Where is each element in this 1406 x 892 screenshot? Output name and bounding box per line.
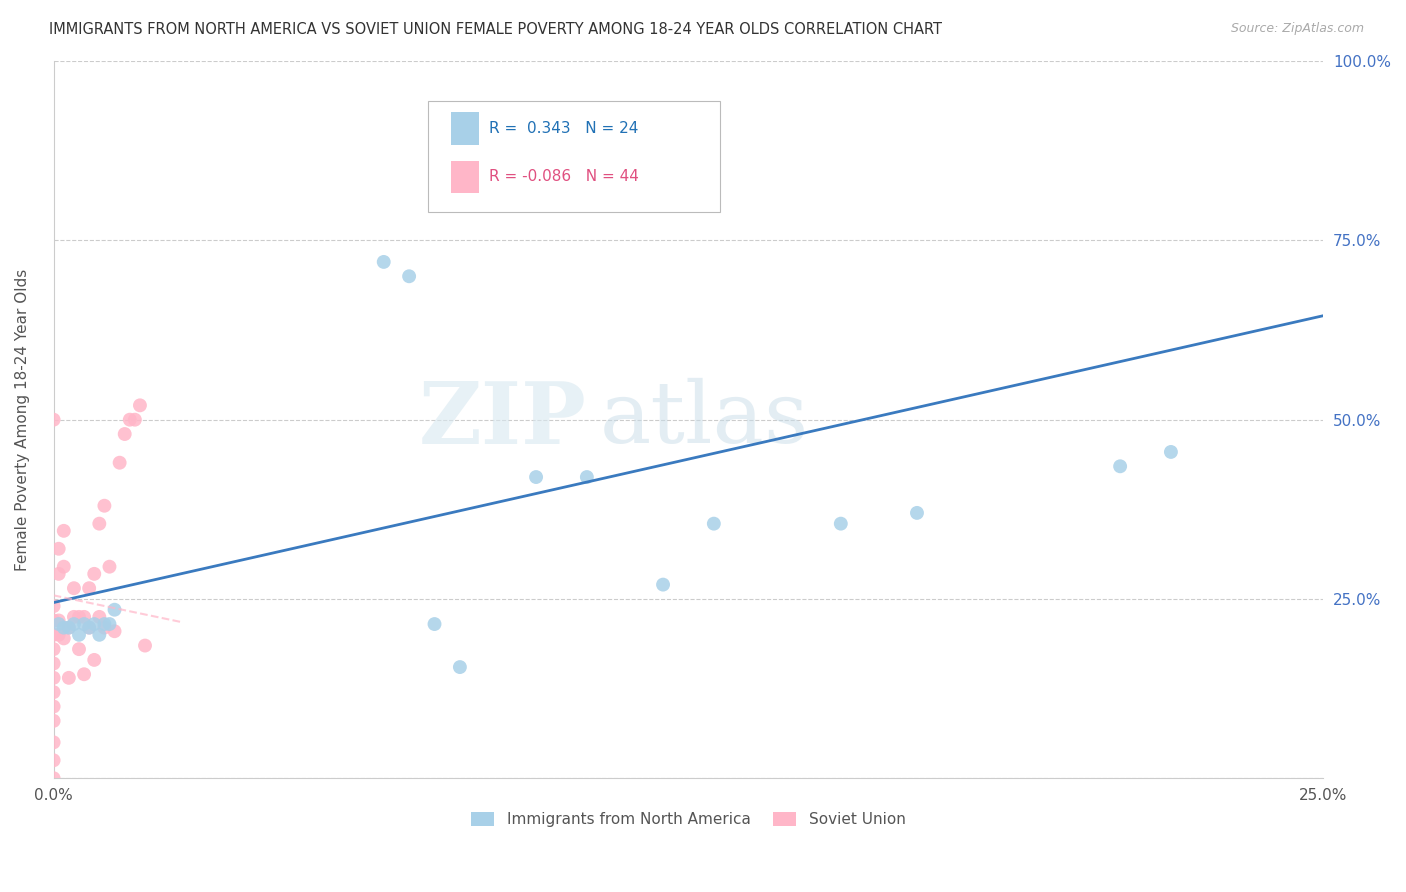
Point xyxy=(103,603,125,617)
Point xyxy=(93,621,115,635)
Point xyxy=(42,735,65,749)
Bar xyxy=(451,112,479,145)
Point xyxy=(703,516,725,531)
Point xyxy=(42,628,65,642)
Point xyxy=(89,628,111,642)
Point xyxy=(103,624,125,639)
Point xyxy=(58,671,80,685)
Point xyxy=(1160,445,1182,459)
Point xyxy=(42,753,65,767)
Point xyxy=(1109,459,1132,474)
Point xyxy=(124,412,146,426)
Point xyxy=(398,269,420,284)
Point xyxy=(67,628,90,642)
Point xyxy=(83,617,105,632)
Point xyxy=(93,617,115,632)
Point xyxy=(42,699,65,714)
Point xyxy=(42,614,65,628)
Point xyxy=(42,685,65,699)
Point xyxy=(652,577,675,591)
Point xyxy=(83,653,105,667)
Point xyxy=(93,499,115,513)
Point xyxy=(42,671,65,685)
Point xyxy=(114,427,136,442)
Point xyxy=(52,632,75,646)
Point xyxy=(129,398,152,412)
Point xyxy=(134,639,156,653)
Point xyxy=(42,714,65,728)
Point xyxy=(63,610,86,624)
FancyBboxPatch shape xyxy=(429,101,720,211)
Point xyxy=(48,614,70,628)
Point xyxy=(63,617,86,632)
Legend: Immigrants from North America, Soviet Union: Immigrants from North America, Soviet Un… xyxy=(464,805,912,835)
Text: IMMIGRANTS FROM NORTH AMERICA VS SOVIET UNION FEMALE POVERTY AMONG 18-24 YEAR OL: IMMIGRANTS FROM NORTH AMERICA VS SOVIET … xyxy=(49,22,942,37)
Point xyxy=(52,524,75,538)
Point xyxy=(449,660,471,674)
Point xyxy=(423,617,446,632)
Point xyxy=(905,506,928,520)
Text: R =  0.343   N = 24: R = 0.343 N = 24 xyxy=(489,121,638,136)
Point xyxy=(118,412,141,426)
Point xyxy=(42,657,65,671)
Point xyxy=(830,516,852,531)
Text: Source: ZipAtlas.com: Source: ZipAtlas.com xyxy=(1230,22,1364,36)
Point xyxy=(48,628,70,642)
Point xyxy=(77,581,100,595)
Point xyxy=(524,470,547,484)
Point xyxy=(48,541,70,556)
Point xyxy=(58,621,80,635)
Point xyxy=(77,621,100,635)
Point xyxy=(89,610,111,624)
Y-axis label: Female Poverty Among 18-24 Year Olds: Female Poverty Among 18-24 Year Olds xyxy=(15,268,30,571)
Point xyxy=(73,617,96,632)
Text: R = -0.086   N = 44: R = -0.086 N = 44 xyxy=(489,169,638,185)
Point xyxy=(52,559,75,574)
Point xyxy=(73,667,96,681)
Bar xyxy=(451,161,479,193)
Point xyxy=(98,559,121,574)
Point xyxy=(48,617,70,632)
Text: atlas: atlas xyxy=(599,378,808,461)
Point xyxy=(42,599,65,614)
Point xyxy=(52,621,75,635)
Point xyxy=(73,610,96,624)
Point xyxy=(42,642,65,657)
Point xyxy=(48,566,70,581)
Point xyxy=(63,581,86,595)
Point xyxy=(89,516,111,531)
Point xyxy=(373,255,395,269)
Point xyxy=(58,621,80,635)
Point xyxy=(67,642,90,657)
Point xyxy=(77,621,100,635)
Point xyxy=(67,610,90,624)
Point xyxy=(42,412,65,426)
Point xyxy=(108,456,131,470)
Text: ZIP: ZIP xyxy=(419,377,586,462)
Point xyxy=(83,566,105,581)
Point xyxy=(98,617,121,632)
Point xyxy=(575,470,598,484)
Point xyxy=(42,771,65,785)
